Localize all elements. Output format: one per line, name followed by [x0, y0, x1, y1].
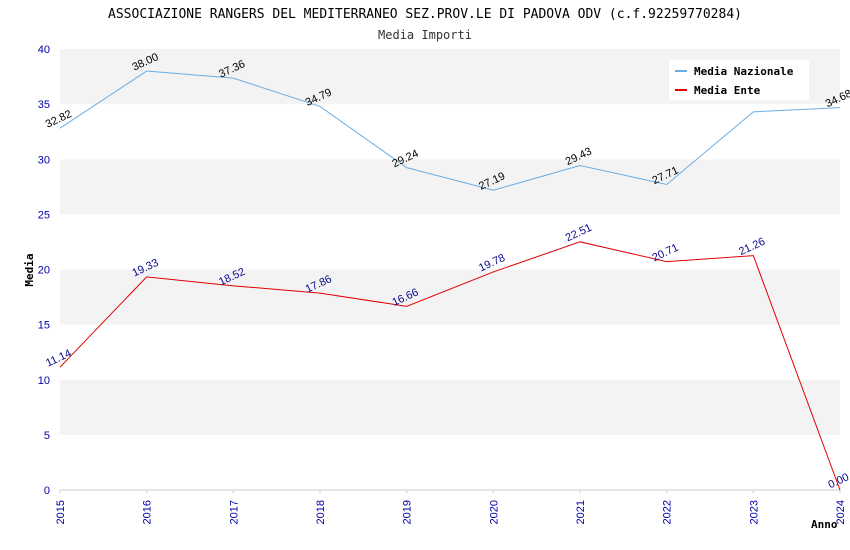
series-line — [59, 70, 841, 191]
x-tick-label: 2020 — [488, 500, 500, 524]
grid-band — [60, 434, 840, 490]
x-tick-label: 2016 — [142, 500, 154, 524]
y-tick-label: 5 — [44, 430, 50, 442]
x-tick-label: 2017 — [228, 500, 240, 524]
y-axis-label: Media — [23, 253, 36, 286]
x-tick-label: 2019 — [402, 500, 414, 524]
grid-band — [60, 104, 840, 160]
y-tick-label: 15 — [38, 320, 50, 332]
x-tick-label: 2023 — [748, 500, 760, 524]
y-axis-ticks: 0 5 10 15 20 25 30 35 40 — [38, 44, 50, 497]
y-tick-label: 35 — [38, 99, 50, 111]
x-axis-ticks: 2015 2016 2017 2018 2019 2020 2021 2022 2023 2024 — [55, 490, 847, 524]
x-tick-label: 2018 — [315, 500, 327, 524]
series-line — [59, 241, 841, 491]
grid-band — [60, 269, 840, 325]
legend: Media Nazionale Media Ente — [669, 60, 809, 100]
y-tick-label: 20 — [38, 265, 50, 277]
legend-box — [669, 60, 809, 100]
x-tick-label: 2022 — [662, 500, 674, 524]
y-tick-label: 30 — [38, 154, 50, 166]
grid-bands — [60, 49, 840, 490]
grid-band — [60, 159, 840, 215]
y-tick-label: 25 — [38, 209, 50, 221]
legend-label: Media Ente — [694, 84, 761, 97]
y-tick-label: 0 — [44, 485, 50, 497]
x-tick-label: 2024 — [835, 500, 847, 524]
grid-band — [60, 214, 840, 270]
x-axis-label: Anno — [811, 518, 838, 531]
grid-band — [60, 324, 840, 380]
grid-band — [60, 379, 840, 435]
x-tick-label: 2015 — [55, 500, 67, 524]
series-lines — [59, 70, 841, 491]
x-tick-label: 2021 — [575, 500, 587, 524]
chart-title: ASSOCIAZIONE RANGERS DEL MEDITERRANEO SE… — [108, 7, 742, 22]
y-tick-label: 40 — [38, 44, 50, 56]
legend-label: Media Nazionale — [694, 65, 794, 78]
y-tick-label: 10 — [38, 375, 50, 387]
chart-subtitle: Media Importi — [378, 28, 472, 42]
